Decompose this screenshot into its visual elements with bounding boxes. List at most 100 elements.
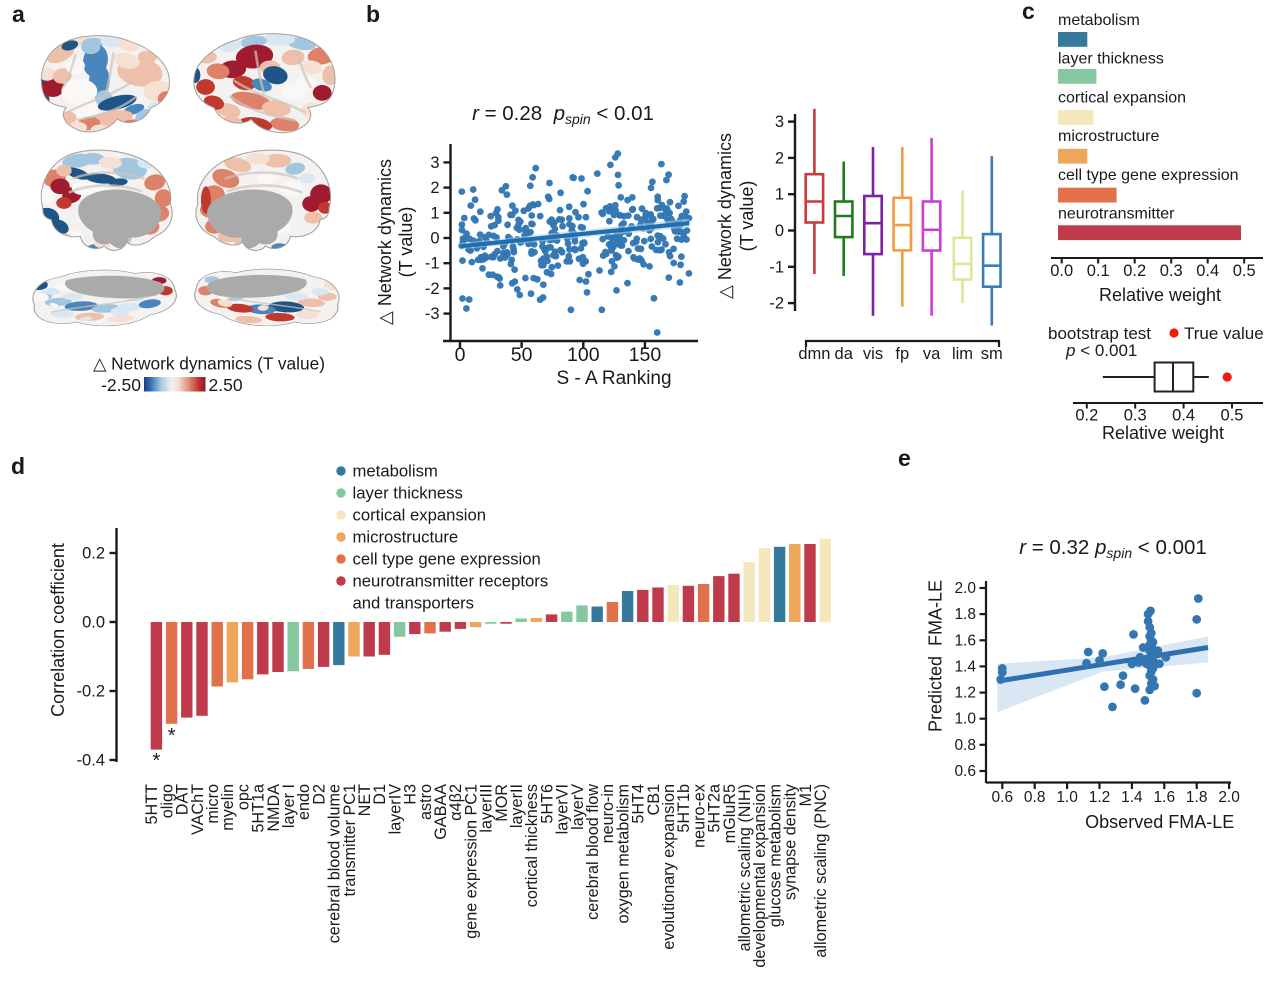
svg-text:layer thickness: layer thickness <box>1058 51 1164 68</box>
svg-text:b: b <box>366 1 380 27</box>
svg-text:astro: astro <box>417 784 435 820</box>
svg-text:vis: vis <box>863 345 883 363</box>
svg-text:-0.2: -0.2 <box>77 683 105 701</box>
svg-text:1.0: 1.0 <box>954 711 976 728</box>
svg-text:c: c <box>1022 0 1035 24</box>
svg-text:1.8: 1.8 <box>954 606 976 623</box>
svg-text:developmental expansion: developmental expansion <box>751 784 769 968</box>
svg-text:5HT2a: 5HT2a <box>706 784 724 833</box>
svg-text:1.4: 1.4 <box>954 658 976 675</box>
svg-text:0.5: 0.5 <box>1233 262 1256 280</box>
svg-text:-3: -3 <box>425 305 440 323</box>
svg-text:sm: sm <box>981 345 1003 363</box>
svg-text:MOR: MOR <box>493 784 511 822</box>
svg-text:2: 2 <box>430 179 439 197</box>
svg-text:bootstrap test: bootstrap test <box>1048 324 1151 343</box>
svg-text:D2: D2 <box>310 784 328 805</box>
svg-text:α4β2: α4β2 <box>447 784 465 821</box>
svg-text:a: a <box>12 1 25 27</box>
svg-text:2.0: 2.0 <box>954 580 976 597</box>
svg-text:0.3: 0.3 <box>1124 407 1147 425</box>
svg-text:oxygen metabolism: oxygen metabolism <box>614 784 632 923</box>
svg-text:NMDA: NMDA <box>265 784 283 832</box>
svg-text:VAChT: VAChT <box>189 784 207 835</box>
svg-text:endo: endo <box>295 784 313 820</box>
svg-text:layerIV: layerIV <box>386 784 404 835</box>
svg-text:5HTT: 5HTT <box>143 784 161 825</box>
svg-text:1.6: 1.6 <box>1154 789 1176 806</box>
svg-text:gene expression PC1: gene expression PC1 <box>462 784 480 939</box>
svg-text:GABAA: GABAA <box>432 784 450 840</box>
svg-text:cerebral blood volume: cerebral blood volume <box>326 784 344 943</box>
svg-text:2.0: 2.0 <box>1218 789 1240 806</box>
svg-text:Relative weight: Relative weight <box>1102 423 1224 443</box>
svg-text:metabolism: metabolism <box>1058 12 1140 29</box>
svg-text:lim: lim <box>952 345 973 363</box>
svg-text:S - A Ranking: S - A Ranking <box>556 368 671 389</box>
svg-text:allometric scaling (PNC): allometric scaling (PNC) <box>812 784 830 958</box>
svg-text:-2: -2 <box>769 295 784 313</box>
svg-text:△ Network dynamics (T value): △ Network dynamics (T value) <box>93 354 325 374</box>
svg-text:0.2: 0.2 <box>1075 407 1098 425</box>
svg-text:cortical expansion: cortical expansion <box>353 506 487 525</box>
svg-text:0.2: 0.2 <box>1123 262 1146 280</box>
svg-text:H3: H3 <box>402 784 420 805</box>
svg-text:True value: True value <box>1184 324 1264 343</box>
svg-text:0: 0 <box>455 344 466 366</box>
svg-text:5HT1b: 5HT1b <box>675 784 693 833</box>
svg-text:cerebral blood flow: cerebral blood flow <box>584 784 602 920</box>
svg-text:0.2: 0.2 <box>82 545 105 563</box>
svg-text:Correlation coefficient: Correlation coefficient <box>48 543 68 717</box>
svg-text:e: e <box>898 445 911 471</box>
svg-text:Observed FMA-LE: Observed FMA-LE <box>1085 812 1234 832</box>
svg-text:0.8: 0.8 <box>1024 789 1046 806</box>
svg-text:-2.50: -2.50 <box>101 375 141 395</box>
svg-text:0.6: 0.6 <box>954 763 976 780</box>
svg-text:5HT1a: 5HT1a <box>250 784 268 833</box>
svg-text:1.2: 1.2 <box>1089 789 1111 806</box>
svg-text:△ Network dynamics: △ Network dynamics <box>715 133 735 299</box>
svg-text:neurotransmitter: neurotransmitter <box>1058 206 1175 223</box>
svg-text:*: * <box>153 750 161 772</box>
svg-text:NET: NET <box>356 784 374 816</box>
svg-text:micro: micro <box>204 784 222 824</box>
svg-text:3: 3 <box>775 113 784 131</box>
svg-text:△ Network dynamics: △ Network dynamics <box>375 159 395 325</box>
svg-text:layerIII: layerIII <box>478 784 496 833</box>
svg-text:fp: fp <box>895 345 909 363</box>
svg-text:layer thickness: layer thickness <box>353 484 463 503</box>
svg-text:50: 50 <box>511 344 533 366</box>
svg-text:cortical expansion: cortical expansion <box>1058 90 1186 107</box>
svg-text:layerII: layerII <box>508 784 526 828</box>
svg-text:0.0: 0.0 <box>82 614 105 632</box>
svg-text:150: 150 <box>629 344 662 366</box>
svg-text:transmitter PC1: transmitter PC1 <box>341 784 359 896</box>
svg-text:-1: -1 <box>425 255 440 273</box>
svg-text:0.5: 0.5 <box>1221 407 1244 425</box>
svg-text:metabolism: metabolism <box>353 462 438 481</box>
svg-text:0.4: 0.4 <box>1196 262 1219 280</box>
svg-text:allometric scaling (NIH): allometric scaling (NIH) <box>736 784 754 951</box>
svg-text:5HT4: 5HT4 <box>630 784 648 824</box>
svg-text:opc: opc <box>234 784 252 810</box>
svg-text:(T value): (T value) <box>396 207 416 278</box>
svg-text:microstructure: microstructure <box>1058 128 1159 145</box>
svg-text:-0.4: -0.4 <box>77 752 105 770</box>
svg-text:synapse density: synapse density <box>782 783 800 900</box>
svg-text:2: 2 <box>775 149 784 167</box>
svg-text:neuro-ex: neuro-ex <box>690 784 708 848</box>
svg-text:p < 0.001: p < 0.001 <box>1065 341 1137 360</box>
svg-text:oligo: oligo <box>158 784 176 818</box>
svg-text:mGluR5: mGluR5 <box>721 784 739 843</box>
svg-text:0.8: 0.8 <box>954 737 976 754</box>
svg-text:layer I: layer I <box>280 784 298 828</box>
svg-text:layerVI: layerVI <box>554 784 572 834</box>
svg-text:*: * <box>168 725 176 747</box>
svg-text:neurotransmitter receptors: neurotransmitter receptors <box>353 572 549 591</box>
svg-text:0.3: 0.3 <box>1160 262 1183 280</box>
svg-text:Relative weight: Relative weight <box>1099 285 1221 305</box>
svg-text:1.2: 1.2 <box>954 685 976 702</box>
svg-text:0.6: 0.6 <box>992 789 1014 806</box>
svg-text:1.6: 1.6 <box>954 632 976 649</box>
svg-text:1.8: 1.8 <box>1186 789 1208 806</box>
